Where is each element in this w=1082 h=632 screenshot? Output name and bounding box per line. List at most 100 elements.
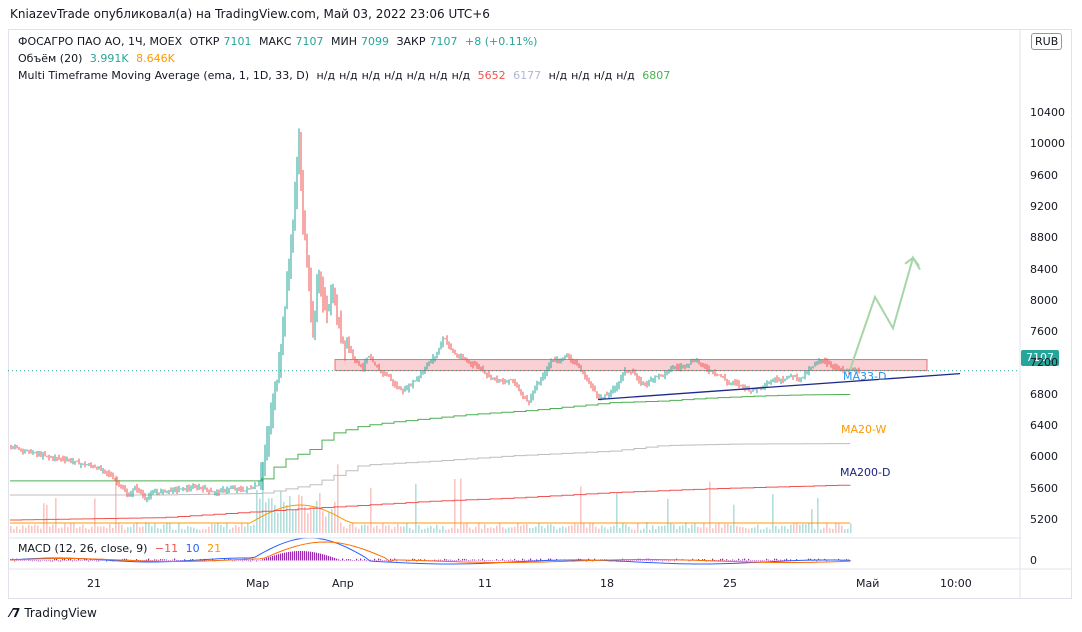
macd-hist-bar [478, 559, 480, 561]
currency-button[interactable]: RUB [1031, 33, 1063, 50]
volume-bar [826, 522, 828, 533]
volume-bar [127, 527, 129, 533]
volume-bar [151, 526, 153, 533]
volume-bar [88, 529, 90, 533]
macd-hist-bar [312, 551, 314, 561]
volume-bar [34, 524, 36, 533]
volume-bar [595, 526, 597, 533]
macd-hist-bar [274, 555, 276, 561]
macd-hist-bar [472, 559, 474, 561]
volume-bar [709, 481, 711, 533]
macd-hist-bar [272, 555, 274, 561]
macd-hist-bar [738, 558, 740, 561]
volume-bar [532, 527, 534, 533]
volume-bar [403, 526, 405, 533]
volume-bar [703, 522, 705, 533]
macd-hist-bar [750, 560, 752, 562]
macd-hist-bar [492, 560, 494, 561]
volume-bar [469, 527, 471, 533]
volume-bar [514, 526, 516, 533]
y-tick-label: 8000 [1030, 293, 1058, 307]
macd-value-1: −11 [154, 542, 179, 555]
volume-bar [136, 522, 138, 533]
volume-bar [412, 529, 414, 533]
macd-hist-bar [70, 559, 72, 561]
volume-bar [841, 525, 843, 533]
volume-bar [640, 529, 642, 533]
symbol-legend: ФОСАГРО ПАО АО, 1Ч, MOEX ОТКР 7101 МАКС 71… [18, 35, 541, 48]
symbol-name: ФОСАГРО ПАО АО, 1Ч, MOEX [18, 35, 183, 48]
macd-hist-bar [668, 560, 670, 562]
volume-bar [187, 526, 189, 533]
macd-hist-bar [778, 560, 780, 562]
volume-bar [289, 495, 291, 533]
volume-bar [37, 525, 39, 533]
volume-bar [610, 526, 612, 533]
signal-line [9, 541, 851, 564]
volume-bar [583, 522, 585, 533]
volume-bar [559, 527, 561, 533]
macd-value-3: 21 [207, 542, 222, 555]
macd-hist-bar [664, 560, 666, 561]
macd-zero-label: 0 [1030, 554, 1037, 567]
volume-bar [58, 528, 60, 533]
footer-brand[interactable]: ⁄7 TradingView [10, 606, 97, 620]
macd-hist-bar [772, 560, 774, 562]
na: н/д [429, 69, 448, 82]
moving-averages [10, 393, 851, 521]
macd-hist-bar [424, 559, 426, 561]
volume-bar [13, 529, 15, 533]
volume-bar [679, 525, 681, 533]
volume-bar [181, 528, 183, 533]
macd-hist-bar [744, 558, 746, 561]
macd-hist-bar [298, 551, 300, 561]
volume-bar [124, 529, 126, 533]
macd-hist-bar [474, 559, 476, 561]
macd-hist-bar [730, 560, 732, 562]
macd-hist-bar [334, 557, 336, 561]
volume-bar [82, 524, 84, 533]
volume-bar [655, 529, 657, 533]
volume-bar [40, 528, 42, 533]
volume-bar [697, 526, 699, 533]
close-label: ЗАКР [396, 35, 426, 48]
volume-bar [196, 528, 198, 533]
macd-hist-bar [626, 560, 628, 562]
macd-hist-bar [456, 560, 458, 562]
macd-hist-bar [370, 559, 372, 561]
macd-hist-bar [550, 558, 552, 561]
volume-bar [46, 504, 48, 533]
volume-bar [85, 528, 87, 533]
volume-bar [691, 524, 693, 533]
volume-bar [700, 527, 702, 533]
macd-hist-bar [184, 559, 186, 561]
volume-bar [142, 526, 144, 533]
macd-hist-bar [248, 560, 250, 562]
volume-bar [199, 529, 201, 533]
macd-hist-bar [344, 560, 346, 562]
macd-hist-bar [632, 560, 634, 561]
macd-hist-bar [242, 560, 244, 562]
volume-bar [10, 526, 12, 533]
macd-hist-bar [408, 560, 410, 562]
macd-hist-bar [96, 560, 98, 562]
macd-hist-bar [496, 559, 498, 561]
volume-bar [64, 523, 66, 533]
macd-hist-bar [308, 551, 310, 561]
volume-bar [499, 522, 501, 533]
macd-hist-bar [44, 559, 46, 561]
volume-bar [712, 528, 714, 533]
volume-ma-line [10, 504, 850, 524]
macd-hist-bar [434, 559, 436, 561]
volume-bar [172, 529, 174, 533]
macd-hist-bar [518, 560, 520, 562]
macd-hist-bar [628, 560, 630, 562]
volume-bar [310, 509, 312, 533]
macd-hist-bar [266, 557, 268, 561]
macd-hist-bar [756, 560, 758, 562]
macd-hist-bar [32, 560, 34, 562]
na: н/д [406, 69, 426, 82]
volume-bar [523, 524, 525, 533]
volume-bar [517, 523, 519, 533]
